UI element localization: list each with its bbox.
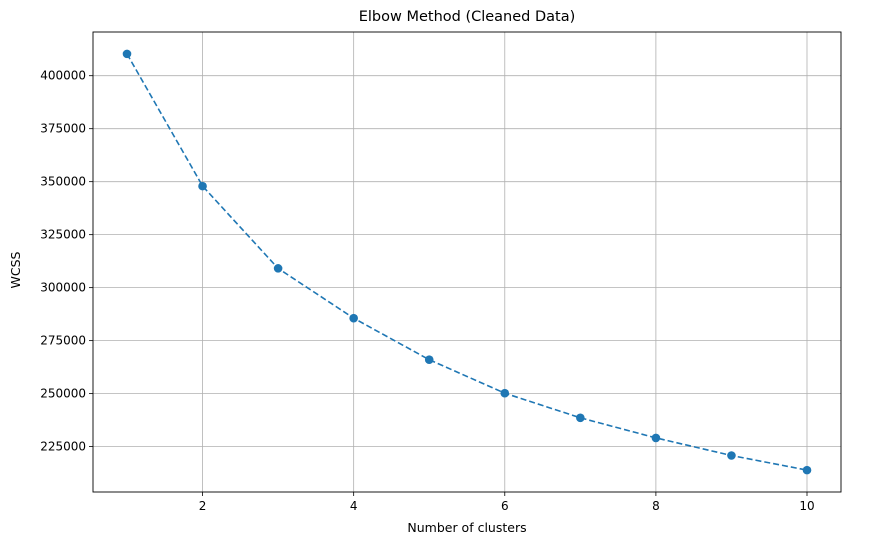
data-point: [424, 355, 434, 365]
axis-ticks: 2 4 6 8 10 225000 250000 275000 300000 325000 3500…: [40, 69, 814, 513]
data-point: [349, 313, 358, 323]
y-tick-label: 300000: [40, 281, 86, 295]
x-tick-label: 8: [652, 499, 660, 513]
series-line: [126, 53, 808, 471]
x-tick-label: 4: [350, 499, 358, 513]
data-point: [273, 264, 283, 273]
y-tick-label: 400000: [40, 69, 86, 83]
x-tick-label: 2: [199, 499, 207, 513]
x-tick-label: 10: [799, 499, 814, 513]
chart-title: Elbow Method (Cleaned Data): [359, 9, 576, 25]
y-tick-label: 275000: [40, 334, 86, 348]
data-point: [122, 49, 132, 59]
y-tick-label: 375000: [40, 122, 86, 136]
data-point: [651, 433, 661, 443]
y-tick-label: 250000: [40, 387, 86, 401]
data-point: [576, 413, 585, 423]
x-axis-label: Number of clusters: [407, 520, 526, 535]
y-tick-label: 225000: [40, 440, 86, 454]
data-point: [500, 388, 510, 398]
data-point: [198, 181, 207, 191]
y-tick-label: 350000: [40, 175, 86, 189]
x-tick-label: 6: [501, 499, 509, 513]
data-point: [727, 451, 736, 460]
series-layer: [122, 49, 812, 475]
plot-frame: [92, 31, 842, 493]
data-point: [802, 465, 812, 475]
y-axis-label: WCSS: [8, 251, 23, 288]
grid: [93, 32, 841, 492]
y-tick-label: 325000: [40, 228, 86, 242]
